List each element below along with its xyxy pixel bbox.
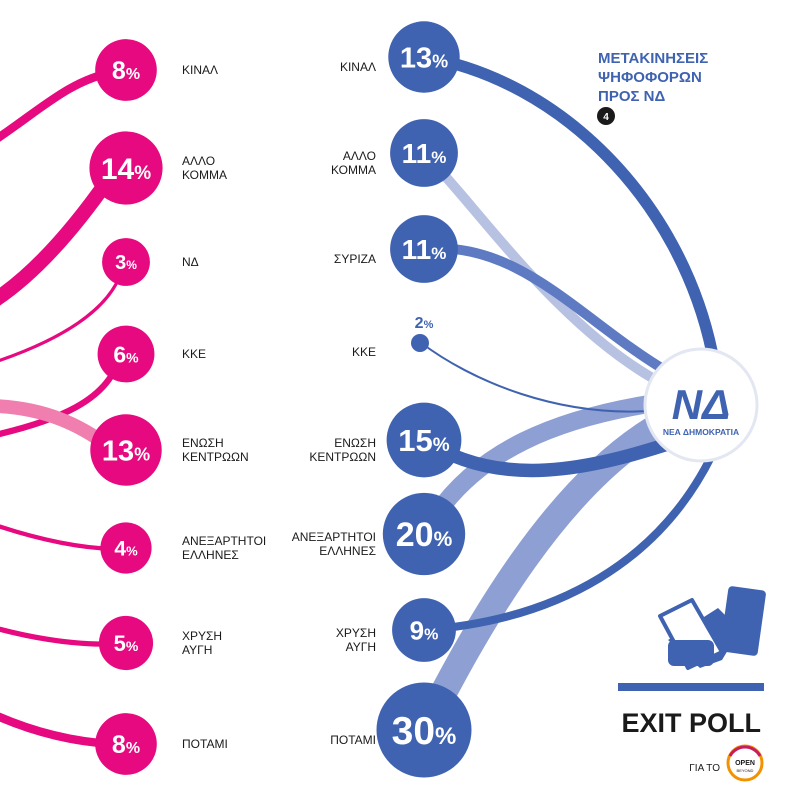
- left-bubble-5-value: 4%: [114, 538, 138, 561]
- sponsor-prefix: ΓΙΑ ΤΟ: [689, 763, 720, 774]
- left-label-6: ΧΡΥΣΗ: [182, 629, 222, 643]
- chart-title-line-2: ΠΡΟΣ ΝΔ: [598, 88, 666, 105]
- right-bubble-6: 9%: [392, 598, 456, 662]
- left-flow-5: [0, 524, 117, 552]
- left-label-1: ΚΟΜΜΑ: [182, 168, 227, 182]
- left-bubble-3-circle: [97, 325, 155, 383]
- right-flow-3: [419, 341, 663, 413]
- left-bubble-5: 4%: [100, 522, 152, 574]
- left-label-0: ΚΙΝΑΛ: [182, 63, 218, 77]
- left-bubble-5-circle: [100, 522, 152, 574]
- ballot-box-icon: [618, 586, 766, 691]
- right-bubble-6-circle: [392, 598, 456, 662]
- right-bubble-1-circle: [390, 119, 458, 187]
- right-label-0: ΚΙΝΑΛ: [340, 60, 376, 74]
- left-bubble-4: 13%: [90, 414, 162, 486]
- right-bubble-4-circle: [386, 402, 462, 478]
- right-bubble-2: 11%: [390, 215, 458, 283]
- right-label-7: ΠΟΤΑΜΙ: [330, 733, 376, 747]
- right-label-1: ΑΛΛΟ: [343, 149, 376, 163]
- right-label-2: ΣΥΡΙΖΑ: [334, 252, 376, 266]
- left-label-3: ΚΚΕ: [182, 347, 206, 361]
- right-label-4: ΕΝΩΣΗ: [334, 436, 376, 450]
- right-bubble-1: 11%: [390, 119, 458, 187]
- right-label-1: ΚΟΜΜΑ: [331, 163, 376, 177]
- nd-logo-text: ΝΔ: [672, 381, 731, 428]
- left-label-5: ΕΛΛΗΝΕΣ: [182, 548, 239, 562]
- left-label-2: ΝΔ: [182, 255, 199, 269]
- right-flow-2: [423, 243, 671, 377]
- left-flow-6: [0, 626, 117, 647]
- right-label-5: ΑΝΕΞΑΡΤΗΤΟΙ: [292, 530, 376, 544]
- left-flow-0: [0, 67, 119, 142]
- right-label-5: ΕΛΛΗΝΕΣ: [319, 544, 376, 558]
- left-bubble-7: 8%: [95, 713, 157, 775]
- left-flow-1: [0, 172, 116, 306]
- right-label-3: ΚΚΕ: [352, 345, 376, 359]
- left-bubble-7-circle: [95, 713, 157, 775]
- chart-title-line-1: ΨΗΦΟΦΟΡΩΝ: [598, 69, 702, 86]
- title-badge: 4: [597, 107, 615, 125]
- left-bubble-6-circle: [98, 615, 154, 671]
- right-bubble-5-circle: [382, 492, 466, 576]
- left-label-6: ΑΥΓΗ: [182, 643, 212, 657]
- left-bubble-1: 14%: [89, 131, 163, 205]
- left-bubble-2-value: 3%: [115, 252, 137, 274]
- right-bubble-5: 20%: [382, 492, 466, 576]
- open-logo-word: OPEN: [735, 760, 755, 767]
- left-bubble-0: 8%: [95, 39, 157, 101]
- left-label-4: ΚΕΝΤΡΩΩΝ: [182, 450, 249, 464]
- title-badge-number: 4: [603, 112, 609, 123]
- left-bubble-1-circle: [89, 131, 163, 205]
- left-bubble-3: 6%: [97, 325, 155, 383]
- right-bubble-3: 2%: [411, 315, 434, 352]
- left-label-7: ΠΟΤΑΜΙ: [182, 737, 228, 751]
- left-bubble-2-circle: [102, 238, 150, 286]
- right-bubble-4: 15%: [386, 402, 462, 478]
- right-bubble-3-circle: [411, 334, 429, 352]
- right-flow-0: [423, 51, 718, 354]
- left-bubble-4-circle: [90, 414, 162, 486]
- right-label-6: ΑΥΓΗ: [346, 640, 376, 654]
- left-label-5: ΑΝΕΞΑΡΤΗΤΟΙ: [182, 534, 266, 548]
- left-bubble-2: 3%: [102, 238, 150, 286]
- exit-poll-title: EXIT POLL: [621, 708, 761, 738]
- left-bubble-0-circle: [95, 39, 157, 101]
- chart-title-line-0: ΜΕΤΑΚΙΝΗΣΕΙΣ: [598, 50, 708, 67]
- right-bubble-2-circle: [390, 215, 458, 283]
- right-flow-6: [423, 453, 716, 635]
- right-label-4: ΚΕΝΤΡΩΩΝ: [309, 450, 376, 464]
- right-label-6: ΧΡΥΣΗ: [336, 626, 376, 640]
- right-bubble-0: 13%: [388, 21, 460, 93]
- nd-logo-subtitle: ΝΕΑ ΔΗΜΟΚΡΑΤΙΑ: [663, 427, 739, 437]
- right-bubble-3-value: 2%: [415, 315, 434, 332]
- left-flow-7: [0, 712, 117, 749]
- right-bubble-0-circle: [388, 21, 460, 93]
- beyond-logo-word: BEYOND: [737, 768, 754, 773]
- left-bubble-6: 5%: [98, 615, 154, 671]
- right-bubble-7-circle: [376, 682, 472, 778]
- left-label-4: ΕΝΩΣΗ: [182, 436, 224, 450]
- left-label-1: ΑΛΛΟ: [182, 154, 215, 168]
- right-bubble-7: 30%: [376, 682, 472, 778]
